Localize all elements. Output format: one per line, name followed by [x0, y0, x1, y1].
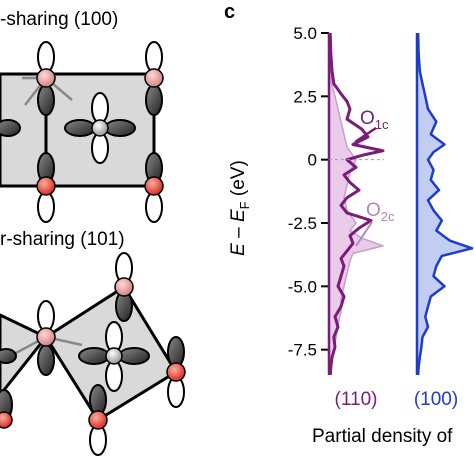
- orbital-corner-shared: [36, 300, 56, 376]
- d-orbital-left-partial: [0, 119, 21, 137]
- orbital-corner-right: [166, 336, 186, 408]
- y-tick-label: 2.5: [293, 87, 317, 106]
- left-schematic-panel: -sharing (100) r-sharing (101): [0, 9, 186, 456]
- corner-sharing-title: r-sharing (101): [0, 229, 125, 250]
- pdos-panel-100: [415, 32, 474, 376]
- orbital-top-right-column: [144, 41, 164, 116]
- y-tick-label: 0: [308, 151, 317, 170]
- d-orbital-center-bottom: [78, 321, 150, 392]
- y-axis-ticks: 5.0 2.5 0 -2.5 -5.0 -7.5: [288, 24, 329, 360]
- orbital-top-left-column: [36, 41, 56, 116]
- series-o-100-line: [416, 32, 474, 376]
- edge-sharing-title: -sharing (100): [0, 9, 118, 30]
- y-tick-label: 5.0: [293, 24, 317, 43]
- d-orbital-center-top: [64, 92, 136, 164]
- orbital-bottom-right-column: [144, 152, 164, 223]
- x-axis-label: Partial density of: [312, 426, 453, 447]
- panel-letter: c: [224, 1, 235, 23]
- y-tick-label: -5.0: [288, 277, 317, 296]
- category-label-110: (110): [335, 389, 378, 410]
- y-axis-label: E – EF (eV): [228, 160, 252, 256]
- y-tick-label: -7.5: [288, 341, 317, 360]
- pdos-panel-110: [327, 32, 385, 376]
- octahedron-face-left: [0, 313, 49, 398]
- series-o2c-line: [328, 32, 384, 376]
- series-o1c-line: [328, 32, 385, 376]
- annotation-o1c-pointer: [354, 126, 377, 144]
- category-label-100: (100): [414, 389, 458, 410]
- annotation-o1c: O1c: [354, 108, 389, 144]
- orbital-corner-top: [114, 252, 134, 322]
- orbital-bottom-left-column: [36, 152, 56, 223]
- annotation-o2c-label: O2c: [366, 200, 395, 224]
- series-o-100-fill: [417, 33, 472, 375]
- y-tick-label: -2.5: [288, 214, 317, 233]
- orbital-corner-left-bottom: [0, 389, 13, 429]
- annotation-o1c-label: O1c: [360, 108, 389, 132]
- d-orbital-left-bottom-partial: [0, 348, 17, 364]
- orbital-corner-bottom: [88, 384, 108, 456]
- annotation-o2c-pointer: [355, 221, 373, 247]
- annotation-o2c: O2c: [355, 200, 395, 247]
